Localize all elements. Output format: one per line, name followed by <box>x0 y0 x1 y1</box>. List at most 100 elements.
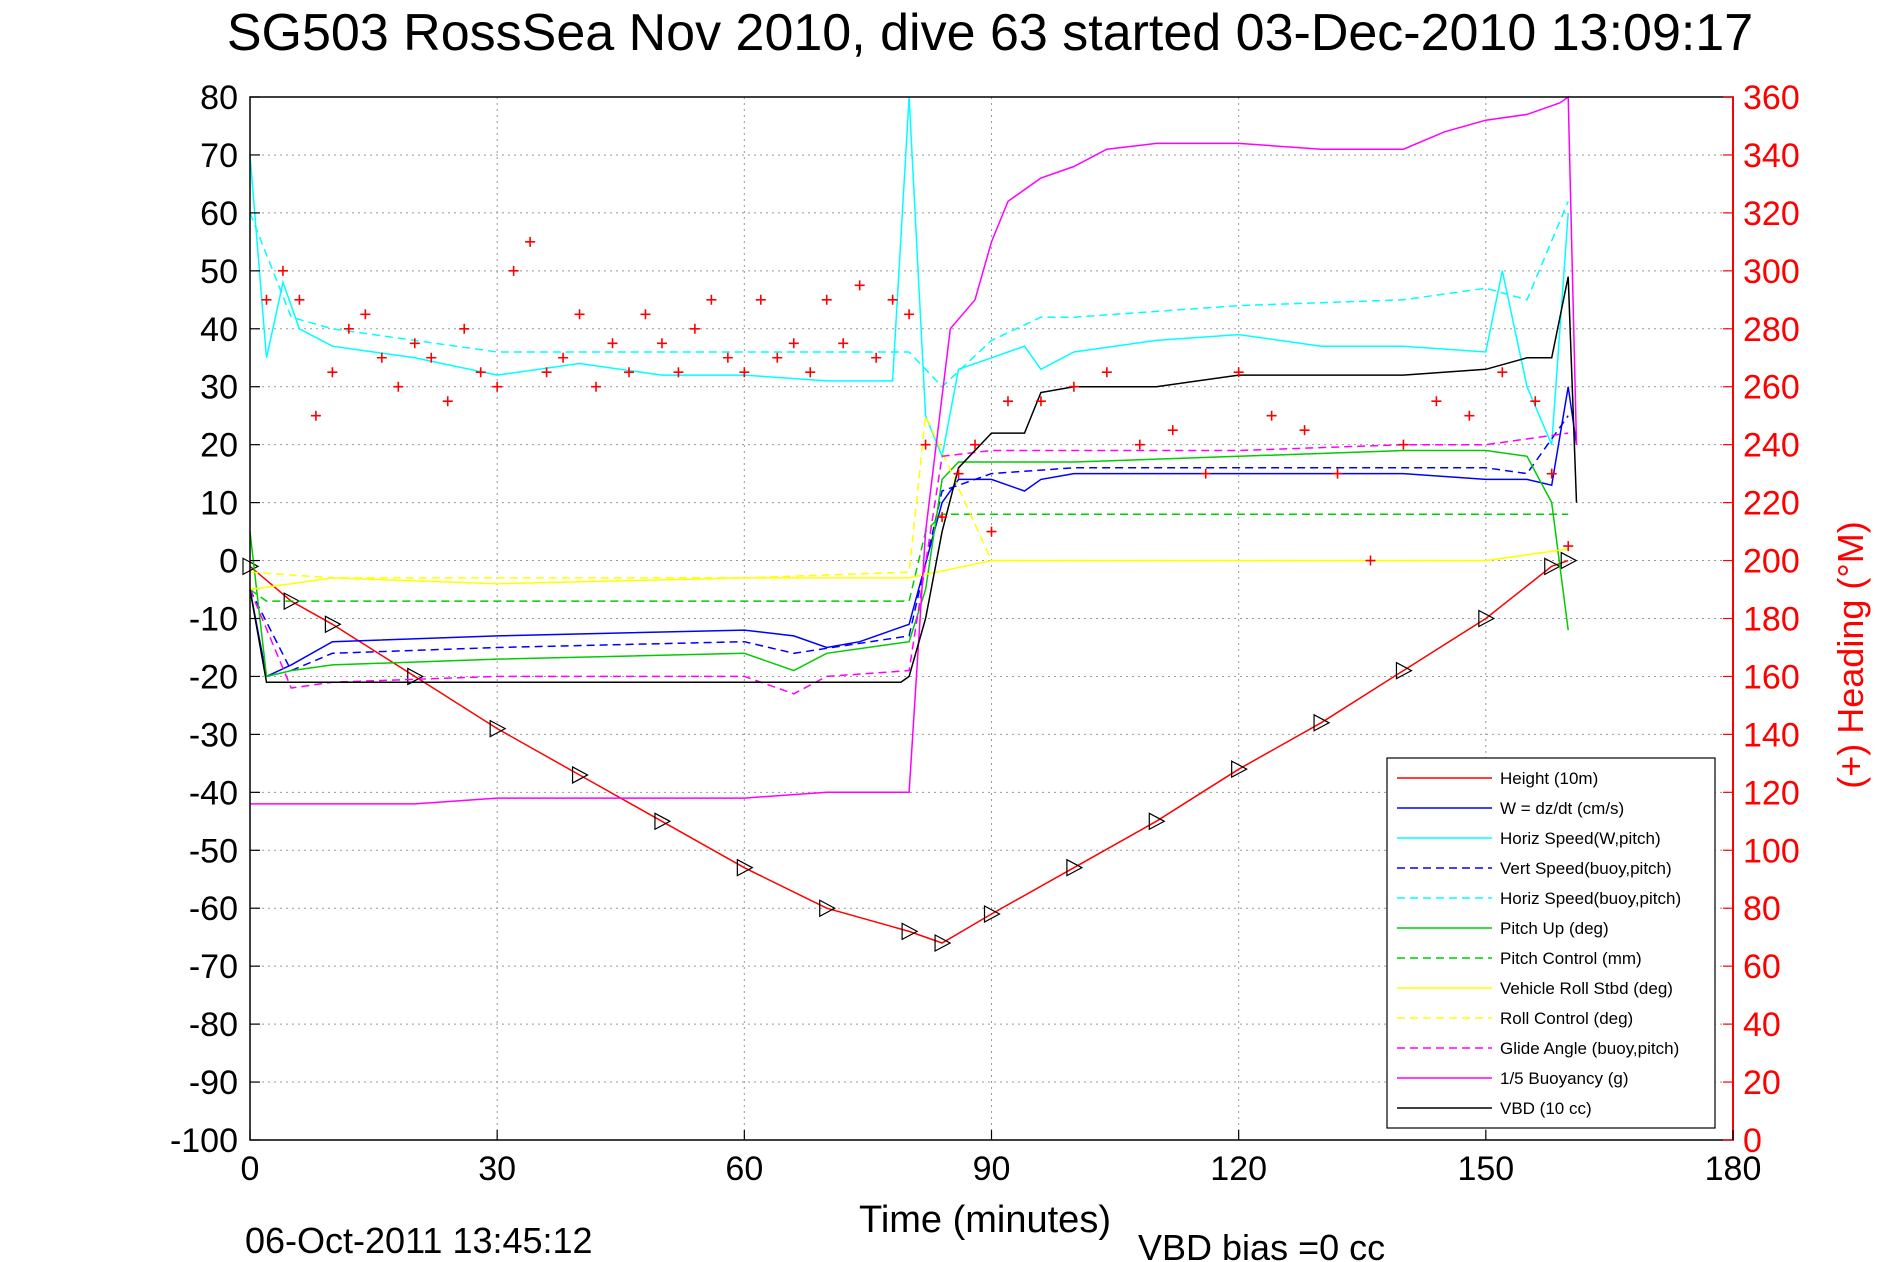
heading-point <box>937 512 948 523</box>
x-tick-label: 120 <box>1210 1150 1267 1188</box>
x-tick-label: 180 <box>1705 1150 1762 1188</box>
height-marker <box>1313 713 1331 732</box>
heading-point <box>459 323 470 334</box>
heading-point <box>376 352 387 363</box>
x-axis-label: Time (minutes) <box>859 1199 1111 1241</box>
height-marker <box>819 899 836 918</box>
heading-point <box>1365 555 1376 566</box>
heading-point <box>1101 367 1112 378</box>
right-tick-label: 80 <box>1743 890 1781 928</box>
right-axis-label: (+) Heading (°M) <box>1830 521 1871 788</box>
heading-point <box>442 396 453 407</box>
height-marker <box>901 922 919 941</box>
right-tick-label: 340 <box>1743 137 1800 175</box>
heading-point <box>343 323 354 334</box>
left-tick-label: -10 <box>189 601 238 639</box>
height-marker <box>1560 551 1578 570</box>
left-axis-ticks: -100-90-80-70-60-50-40-30-20-10010203040… <box>170 79 260 1160</box>
left-tick-label: -30 <box>189 716 238 754</box>
heading-point <box>294 294 305 305</box>
left-tick-label: -90 <box>189 1064 238 1102</box>
x-axis-ticks: 0 30 60 90 120 150 180 <box>241 1130 1762 1188</box>
heading-point <box>970 439 981 450</box>
right-tick-label: 160 <box>1743 658 1800 696</box>
series-line-9 <box>249 432 1569 695</box>
height-marker <box>1231 760 1248 779</box>
x-tick-label: 150 <box>1457 1150 1514 1188</box>
heading-point <box>558 352 569 363</box>
heading-point <box>755 294 766 305</box>
legend-label: VBD (10 cc) <box>1500 1099 1592 1118</box>
series-line-3 <box>249 415 1569 672</box>
left-tick-label: -70 <box>189 948 238 986</box>
heading-point <box>492 381 503 392</box>
heading-point <box>541 367 552 378</box>
height-marker <box>1066 858 1084 877</box>
legend-label: Roll Control (deg) <box>1500 1009 1633 1028</box>
heading-point <box>953 468 964 479</box>
x-tick-label: 0 <box>241 1150 260 1188</box>
legend-label: Glide Angle (buoy,pitch) <box>1500 1039 1679 1058</box>
legend-box <box>1386 757 1716 1129</box>
right-tick-label: 140 <box>1743 716 1800 754</box>
heading-point <box>591 381 602 392</box>
heading-point <box>904 309 915 320</box>
heading-point <box>475 367 486 378</box>
heading-point <box>426 352 437 363</box>
heading-point <box>1299 425 1310 436</box>
height-marker <box>489 719 507 738</box>
heading-point <box>1530 396 1541 407</box>
legend-label: Vehicle Roll Stbd (deg) <box>1500 979 1673 998</box>
series-line-1 <box>249 386 1578 678</box>
legend-label: Pitch Control (mm) <box>1500 949 1642 968</box>
right-tick-label: 220 <box>1743 485 1800 523</box>
heading-point <box>1464 410 1475 421</box>
left-tick-label: -50 <box>189 832 238 870</box>
left-tick-label: -20 <box>189 658 238 696</box>
heading-point <box>327 367 338 378</box>
series-line-5 <box>249 449 1569 678</box>
left-tick-label: -80 <box>189 1006 238 1044</box>
heading-point <box>887 294 898 305</box>
right-tick-label: 200 <box>1743 543 1800 581</box>
heading-point <box>871 352 882 363</box>
left-tick-label: 60 <box>200 195 238 233</box>
series-heading-markers <box>261 236 1574 566</box>
right-tick-label: 120 <box>1743 774 1800 812</box>
footer-timestamp: 06-Oct-2011 13:45:12 <box>245 1220 593 1261</box>
heading-point <box>1431 396 1442 407</box>
height-marker <box>407 667 425 686</box>
left-tick-label: 20 <box>200 427 238 465</box>
left-tick-label: 0 <box>219 543 238 581</box>
series-line-8 <box>249 412 1569 579</box>
legend-label: Vert Speed(buoy,pitch) <box>1500 859 1672 878</box>
series-line-4 <box>249 201 1569 388</box>
chart-title: SG503 RossSea Nov 2010, dive 63 started … <box>227 4 1753 62</box>
heading-point <box>838 338 849 349</box>
heading-point <box>261 294 272 305</box>
right-tick-label: 360 <box>1743 79 1800 117</box>
heading-point <box>1167 425 1178 436</box>
height-marker <box>283 592 301 611</box>
right-tick-label: 100 <box>1743 832 1800 870</box>
heading-point <box>805 367 816 378</box>
heading-point <box>574 309 585 320</box>
right-axis-ticks: 0 20 40 60 80 100 120 140 160 180 200 220 240 260 280 3… <box>1723 79 1800 1160</box>
heading-point <box>821 294 832 305</box>
heading-point <box>1266 410 1277 421</box>
right-tick-label: 20 <box>1743 1064 1781 1102</box>
left-tick-label: 10 <box>200 485 238 523</box>
heading-point <box>1563 541 1574 552</box>
legend: Height (10m) W = dz/dt (cm/s) Horiz Speed(… <box>1386 757 1716 1129</box>
heading-point <box>1332 468 1343 479</box>
heading-point <box>722 352 733 363</box>
height-marker <box>654 812 672 831</box>
heading-point <box>673 367 684 378</box>
heading-point <box>310 410 321 421</box>
right-tick-label: 300 <box>1743 253 1800 291</box>
legend-label: Height (10m) <box>1500 769 1598 788</box>
right-tick-label: 320 <box>1743 195 1800 233</box>
left-tick-label: 40 <box>200 311 238 349</box>
heading-point <box>706 294 717 305</box>
heading-point <box>1068 381 1079 392</box>
